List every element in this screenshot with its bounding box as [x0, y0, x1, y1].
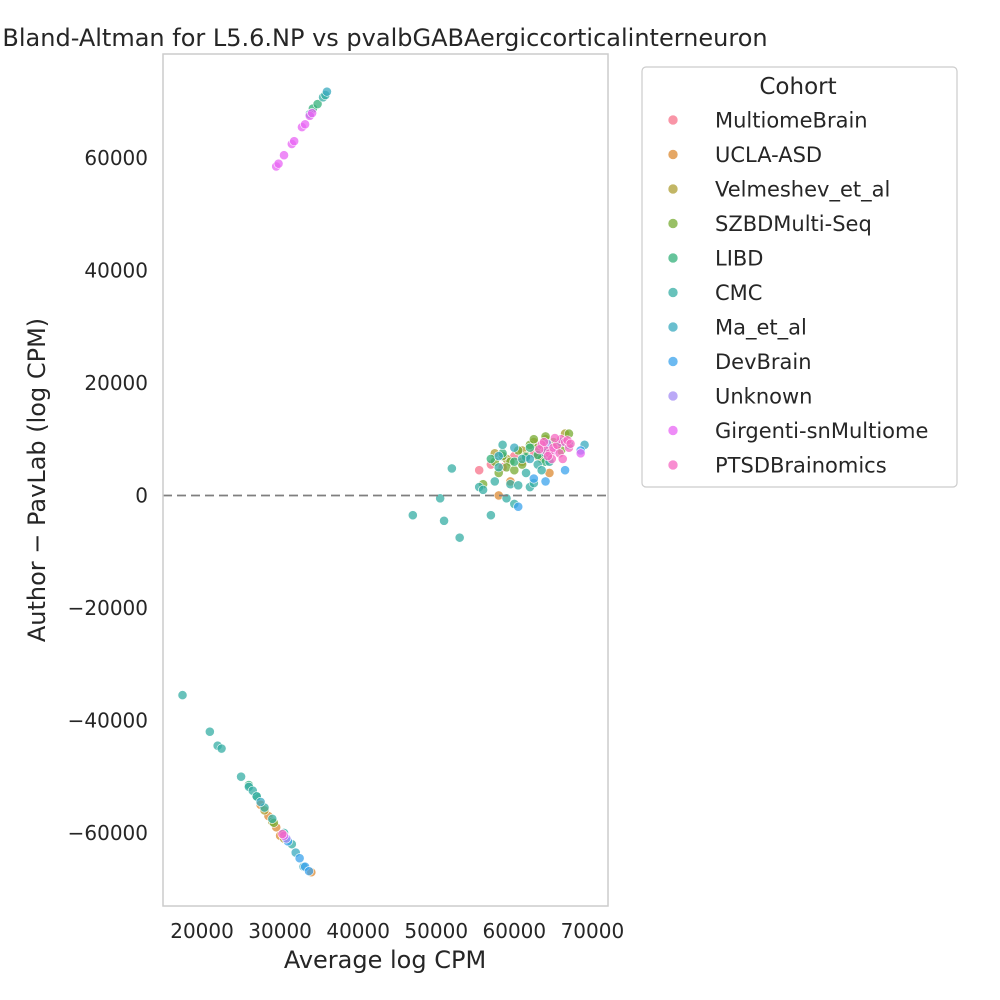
legend-entries: MultiomeBrain UCLA-ASD Velmeshev_et_al SZBD… — [667, 109, 928, 478]
point-5-3 — [216, 743, 227, 754]
point-9-4 — [289, 136, 300, 147]
point-6-1 — [509, 442, 520, 453]
legend-label: UCLA-ASD — [715, 143, 822, 167]
legend-marker — [667, 356, 679, 367]
point-5-4 — [236, 771, 246, 782]
legend-marker — [667, 425, 679, 436]
legend-label: Unknown — [715, 385, 812, 409]
legend-marker — [667, 114, 679, 126]
legend-marker — [667, 321, 679, 333]
point-7-3 — [560, 465, 570, 476]
legend-marker — [667, 149, 679, 160]
legend-marker — [667, 390, 679, 402]
y-tick-label: 0 — [135, 483, 148, 507]
point-5-12 — [407, 510, 418, 521]
point-3-13 — [509, 465, 520, 476]
point-6-7 — [322, 86, 332, 97]
legend-label: Velmeshev_et_al — [715, 178, 890, 203]
y-axis-ticks: −60000 −40000 −20000 0 20000 40000 60000 — [68, 146, 148, 845]
x-tick-label: 70000 — [561, 919, 625, 943]
point-5-26 — [513, 480, 524, 491]
legend-label: DevBrain — [715, 350, 812, 374]
point-6-0 — [493, 451, 504, 461]
point-10-11 — [539, 437, 549, 447]
legend-title: Cohort — [759, 74, 836, 100]
legend-label: LIBD — [715, 247, 763, 271]
y-tick-label: −40000 — [68, 708, 148, 732]
plot-frame — [162, 53, 609, 907]
legend-marker — [667, 252, 679, 264]
legend-marker — [667, 183, 679, 195]
y-tick-label: 20000 — [84, 371, 148, 395]
point-7-8 — [304, 866, 314, 877]
point-5-21 — [493, 462, 504, 473]
legend-box — [641, 66, 958, 488]
point-9-8 — [307, 108, 318, 118]
point-9-11 — [575, 448, 586, 459]
legend-label: CMC — [715, 281, 762, 305]
x-tick-label: 20000 — [170, 919, 234, 943]
point-7-6 — [294, 853, 305, 864]
point-7-0 — [513, 501, 524, 512]
point-7-1 — [528, 473, 539, 484]
x-tick-label: 30000 — [248, 919, 312, 943]
point-5-19 — [485, 510, 496, 521]
x-axis-label: Average log CPM — [284, 946, 486, 974]
legend: Cohort MultiomeBrain UCLA-ASD Velmeshev_et… — [641, 66, 958, 488]
point-10-15 — [534, 444, 545, 455]
chart-title: Bland-Altman for L5.6.NP vs pvalbGABAerg… — [2, 24, 767, 52]
point-5-20 — [489, 476, 500, 487]
x-tick-label: 50000 — [404, 919, 468, 943]
x-axis-ticks: 20000 30000 40000 50000 60000 70000 — [170, 919, 624, 943]
y-tick-label: −60000 — [68, 821, 148, 845]
point-5-0 — [177, 690, 188, 701]
point-5-32 — [536, 465, 547, 476]
point-9-6 — [300, 119, 310, 130]
legend-marker — [667, 287, 679, 298]
point-6-8 — [255, 797, 266, 807]
point-10-17 — [277, 829, 288, 839]
y-tick-label: −20000 — [68, 596, 148, 620]
point-10-16 — [565, 438, 576, 449]
point-5-28 — [521, 468, 531, 478]
point-5-14 — [439, 515, 449, 526]
legend-label: PTSDBrainomics — [715, 454, 887, 478]
point-10-14 — [542, 451, 553, 461]
x-tick-label: 40000 — [326, 919, 390, 943]
legend-label: Ma_et_al — [715, 316, 807, 341]
point-3-6 — [528, 434, 539, 445]
point-5-1 — [204, 726, 215, 737]
point-5-16 — [454, 532, 465, 543]
legend-label: SZBDMulti-Seq — [715, 212, 872, 236]
legend-label: MultiomeBrain — [715, 109, 868, 133]
point-10-12 — [550, 433, 560, 444]
point-6-2 — [525, 454, 535, 464]
scatter-points — [177, 86, 590, 878]
point-5-15 — [446, 463, 457, 474]
legend-marker — [667, 218, 679, 229]
point-4-4 — [525, 442, 535, 453]
x-tick-label: 60000 — [483, 919, 547, 943]
point-9-2 — [279, 150, 289, 161]
legend-marker — [667, 459, 679, 471]
point-5-22 — [497, 439, 508, 450]
y-tick-label: 40000 — [84, 259, 148, 283]
point-7-2 — [540, 476, 551, 487]
point-9-1 — [273, 158, 284, 169]
point-10-10 — [557, 454, 568, 464]
point-5-9 — [267, 813, 278, 824]
point-0-0 — [474, 465, 485, 476]
y-axis-label: Author − PavLab (log CPM) — [23, 318, 51, 642]
y-tick-label: 60000 — [84, 146, 148, 170]
legend-label: Girgenti-snMultiome — [715, 419, 928, 443]
point-4-10 — [312, 99, 323, 109]
point-5-18 — [478, 484, 488, 495]
